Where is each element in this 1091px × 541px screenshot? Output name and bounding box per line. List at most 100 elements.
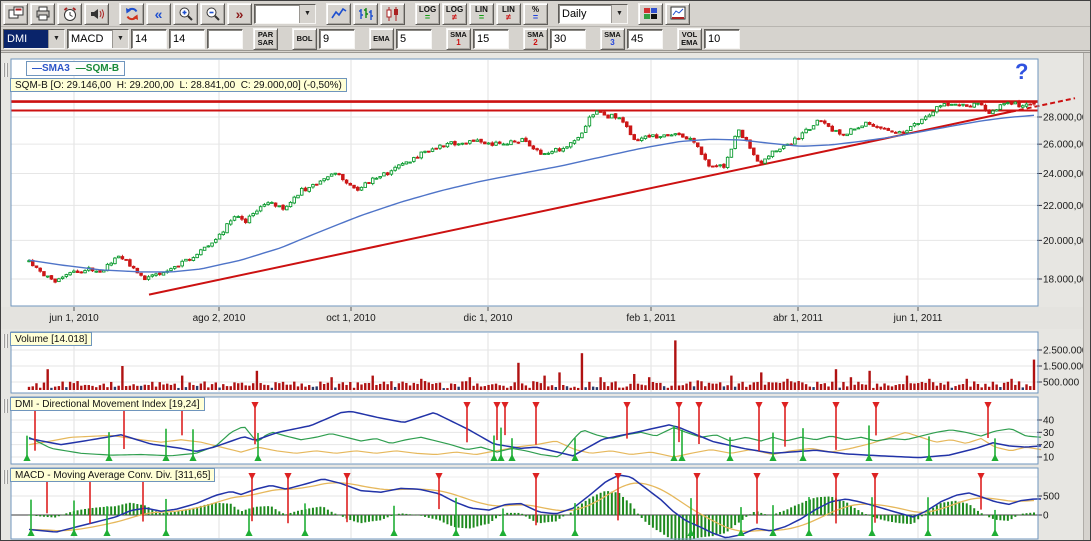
chevron-down-icon[interactable]: ▼	[48, 29, 64, 48]
scroll-forward-button[interactable]: »	[227, 2, 252, 25]
svg-text:500: 500	[1043, 492, 1060, 503]
new-chart-button[interactable]	[3, 2, 28, 25]
sma2-period-field[interactable]: 30	[550, 28, 586, 49]
print-button[interactable]	[30, 2, 55, 25]
log-label: LOG	[418, 5, 437, 14]
zoom-in-button[interactable]	[173, 2, 198, 25]
svg-text:40: 40	[1043, 416, 1055, 427]
log-scale-button[interactable]: LOG =	[415, 2, 440, 25]
sma3-number: 3	[610, 37, 615, 47]
colors-button[interactable]	[638, 2, 663, 25]
sma-line	[28, 114, 1035, 273]
chevron-down-icon[interactable]: ▼	[112, 29, 128, 48]
period-dropdown[interactable]: Daily ▼	[558, 3, 628, 24]
equal-icon: =	[478, 12, 485, 22]
indicator2-dropdown[interactable]: MACD ▼	[67, 28, 129, 49]
svg-text:20: 20	[1043, 440, 1055, 451]
ema-period-field[interactable]: 5	[396, 28, 432, 49]
forward-icon: »	[235, 5, 244, 22]
ohlc-chart-button[interactable]	[353, 2, 378, 25]
legend-label-sma3: SMA3	[42, 63, 70, 74]
zoom-out-icon	[205, 6, 221, 22]
volume-bars	[27, 340, 1036, 390]
ohlc-chart-icon	[358, 6, 374, 22]
sma3-button[interactable]: SMA 3	[600, 27, 625, 50]
period-dropdown-value: Daily	[562, 7, 587, 20]
refresh-button[interactable]	[119, 2, 144, 25]
lin-label: LIN	[502, 5, 515, 14]
legend-item-symbol: —SQM-B	[75, 63, 120, 74]
panel-grip[interactable]	[3, 470, 8, 484]
sma2-button[interactable]: SMA 2	[523, 27, 548, 50]
not-equal-icon: ≠	[506, 12, 511, 22]
candles-layer	[27, 99, 1036, 284]
sma2-number: 2	[533, 37, 538, 47]
macd-layer	[11, 474, 1041, 540]
svg-text:30: 30	[1043, 428, 1055, 439]
panel-grip[interactable]	[3, 334, 8, 348]
right-scrollbar[interactable]	[1083, 53, 1090, 540]
line-chart-icon	[330, 6, 347, 22]
parsar-button[interactable]: PAR SAR	[253, 27, 278, 50]
svg-text:24.000,00: 24.000,00	[1043, 169, 1088, 180]
bollinger-button[interactable]: BOL	[292, 27, 317, 50]
panel-grip[interactable]	[3, 399, 8, 413]
lin-scale-button[interactable]: LIN =	[469, 2, 494, 25]
lin-unequal-scale-button[interactable]: LIN ≠	[496, 2, 521, 25]
svg-text:10: 10	[1043, 453, 1055, 464]
dmi-sell-signals	[31, 402, 992, 452]
legend-label-symbol: SQM-B	[85, 63, 120, 74]
chevron-down-icon[interactable]: ▼	[611, 4, 627, 23]
zoom-in-icon	[178, 6, 194, 22]
sma1-period-field[interactable]: 15	[473, 28, 509, 49]
symbol-dropdown-value	[255, 5, 299, 23]
line-chart-button[interactable]	[326, 2, 351, 25]
svg-text:500.000: 500.000	[1043, 378, 1080, 389]
svg-text:2.500.000: 2.500.000	[1043, 346, 1088, 357]
volume-panel-title: Volume [14.018]	[10, 332, 93, 346]
log-unequal-scale-button[interactable]: LOG ≠	[442, 2, 467, 25]
clock-icon	[62, 6, 78, 22]
main-toolbar: « » ▼ LOG = LOG ≠ LIN = LIN ≠ % = Daily ▼	[1, 1, 1090, 27]
param1-field[interactable]: 14	[131, 28, 167, 49]
svg-text:oct 1, 2010: oct 1, 2010	[326, 313, 376, 324]
indicator2-dropdown-value: MACD	[71, 32, 104, 45]
svg-text:feb 1, 2011: feb 1, 2011	[626, 313, 676, 324]
indicator1-dropdown[interactable]: DMI ▼	[3, 28, 65, 49]
svg-text:abr 1, 2011: abr 1, 2011	[773, 313, 823, 324]
panel-grip[interactable]	[3, 63, 8, 77]
chart-settings-button[interactable]	[665, 2, 690, 25]
svg-text:jun 1, 2010: jun 1, 2010	[48, 313, 99, 324]
param3-field[interactable]	[207, 28, 243, 49]
volume-ema-period-field[interactable]: 10	[704, 28, 740, 49]
svg-text:20.000,00: 20.000,00	[1043, 236, 1088, 247]
refresh-icon	[124, 6, 140, 22]
sma-label: SMA	[527, 29, 544, 39]
equal-icon: =	[532, 12, 539, 22]
indicator1-dropdown-value: DMI	[4, 29, 48, 48]
bollinger-period-field[interactable]: 9	[319, 28, 355, 49]
scroll-back-button[interactable]: «	[146, 2, 171, 25]
alarm-button[interactable]	[57, 2, 82, 25]
svg-text:26.000,00: 26.000,00	[1043, 140, 1088, 151]
log-label: LOG	[445, 5, 464, 14]
ema-button[interactable]: EMA	[369, 27, 394, 50]
percent-scale-button[interactable]: % =	[523, 2, 548, 25]
ema-label: EMA	[373, 33, 390, 43]
sma3-period-field[interactable]: 45	[627, 28, 663, 49]
symbol-dropdown[interactable]: ▼	[254, 3, 316, 24]
indicator-toolbar: DMI ▼ MACD ▼ 14 14 PAR SAR BOL 9 EMA 5 S…	[1, 27, 1090, 51]
zoom-out-button[interactable]	[200, 2, 225, 25]
volume-ema-button[interactable]: VOL EMA	[677, 27, 702, 50]
param2-field[interactable]: 14	[169, 28, 205, 49]
sound-button[interactable]	[84, 2, 109, 25]
chart-window-icon	[8, 6, 24, 22]
chevron-down-icon[interactable]: ▼	[299, 4, 315, 23]
ohlc-info-bar: SQM-B [O: 29.146,00 H: 29.200,00 L: 28.8…	[10, 78, 347, 92]
chart-settings-icon	[670, 6, 686, 22]
candlestick-chart-button[interactable]	[380, 2, 405, 25]
svg-text:22.000,00: 22.000,00	[1043, 201, 1088, 212]
legend-item-sma3: —SMA3	[32, 63, 70, 74]
sma1-button[interactable]: SMA 1	[446, 27, 471, 50]
question-mark-annotation: ?	[1015, 59, 1029, 84]
